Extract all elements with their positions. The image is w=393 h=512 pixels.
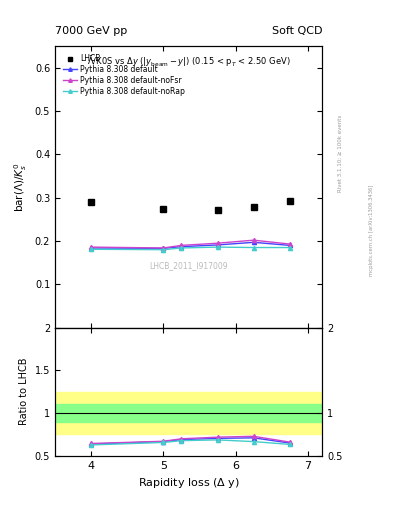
Pythia 8.308 default-noFsr (161, 245, 166, 251)
Text: Rivet 3.1.10; ≥ 100k events: Rivet 3.1.10; ≥ 100k events (338, 115, 343, 192)
LHCB (215, 207, 220, 213)
Pythia 8.308 default-noFsr (89, 244, 94, 250)
Pythia 8.308 default-noFsr (287, 241, 292, 247)
Pythia 8.308 default-noRap (251, 244, 256, 250)
Pythia 8.308 default (179, 244, 184, 250)
Pythia 8.308 default-noFsr (215, 240, 220, 246)
Text: LHCB_2011_I917009: LHCB_2011_I917009 (149, 261, 228, 270)
Legend: LHCB, Pythia 8.308 default, Pythia 8.308 default-noFsr, Pythia 8.308 default-noR: LHCB, Pythia 8.308 default, Pythia 8.308… (62, 53, 186, 97)
Text: 7000 GeV pp: 7000 GeV pp (55, 26, 127, 36)
Pythia 8.308 default (89, 245, 94, 251)
Pythia 8.308 default (251, 239, 256, 245)
Bar (55, 404, 322, 421)
Bar (55, 392, 322, 434)
Line: Pythia 8.308 default-noFsr: Pythia 8.308 default-noFsr (89, 238, 292, 250)
Pythia 8.308 default-noRap (89, 246, 94, 252)
Pythia 8.308 default (287, 242, 292, 248)
X-axis label: Rapidity loss ($\Delta$ y): Rapidity loss ($\Delta$ y) (138, 476, 240, 490)
Pythia 8.308 default-noRap (287, 244, 292, 250)
Line: Pythia 8.308 default-noRap: Pythia 8.308 default-noRap (89, 245, 292, 252)
Pythia 8.308 default-noRap (179, 245, 184, 251)
Pythia 8.308 default (161, 245, 166, 251)
Pythia 8.308 default-noFsr (179, 242, 184, 248)
LHCB (251, 204, 256, 210)
Y-axis label: bar($\Lambda$)/$K^0_s$: bar($\Lambda$)/$K^0_s$ (13, 162, 29, 211)
Pythia 8.308 default-noRap (161, 247, 166, 253)
LHCB (89, 199, 94, 205)
LHCB (161, 205, 166, 211)
Text: Soft QCD: Soft QCD (272, 26, 322, 36)
Pythia 8.308 default (215, 242, 220, 248)
LHCB (287, 198, 292, 204)
Line: LHCB: LHCB (88, 198, 292, 212)
Text: mcplots.cern.ch [arXiv:1306.3436]: mcplots.cern.ch [arXiv:1306.3436] (369, 185, 375, 276)
Pythia 8.308 default-noRap (215, 244, 220, 250)
Line: Pythia 8.308 default: Pythia 8.308 default (89, 240, 292, 250)
Text: $\bar{\Lambda}$/K0S vs $\Delta y$ ($|y_{\mathrm{beam}}-y|$) (0.15 < p$_T$ < 2.50: $\bar{\Lambda}$/K0S vs $\Delta y$ ($|y_{… (87, 55, 290, 69)
Pythia 8.308 default-noFsr (251, 237, 256, 243)
Y-axis label: Ratio to LHCB: Ratio to LHCB (19, 358, 29, 425)
